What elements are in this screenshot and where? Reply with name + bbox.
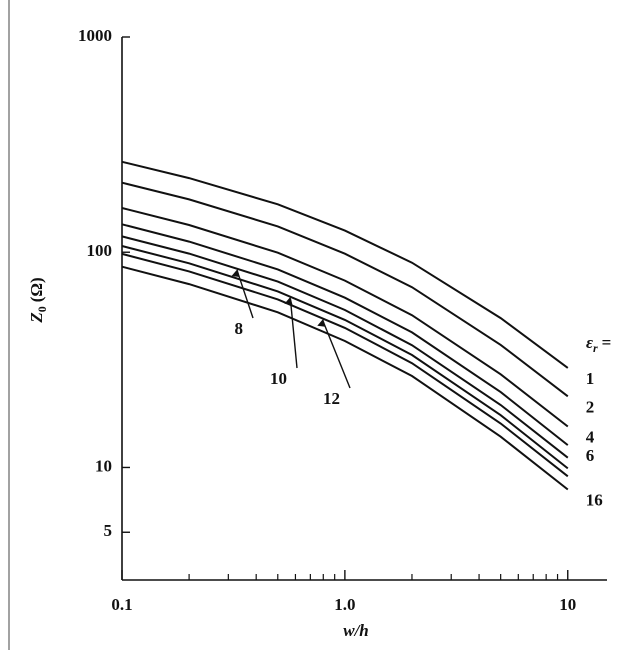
y-tick-label: 10 [95, 456, 112, 475]
curve [121, 245, 569, 470]
arrow-head [231, 268, 240, 277]
y-label-subscript: 0 [35, 306, 49, 312]
series-label: 1 [586, 369, 595, 388]
curve [121, 181, 569, 398]
callout-arrow [322, 321, 351, 389]
curve [121, 235, 569, 459]
y-tick-label: 1000 [78, 26, 112, 45]
curve [121, 223, 569, 446]
y-label-symbol: Z [27, 312, 46, 323]
series-label: 8 [235, 319, 244, 338]
series-label: 12 [323, 389, 340, 408]
callout-arrow [289, 299, 298, 369]
series-label: 2 [586, 397, 595, 416]
curve [121, 265, 569, 491]
series-label: 10 [270, 369, 287, 388]
x-tick-label: 1.0 [334, 595, 355, 614]
y-label-unit: (Ω) [27, 277, 46, 302]
arrow-head [317, 318, 326, 327]
series-label: 4 [586, 427, 595, 446]
x-tick-label: 0.1 [111, 595, 132, 614]
y-tick-label: 100 [87, 241, 113, 260]
legend-title: εr = [586, 333, 611, 355]
series-label: 6 [586, 446, 595, 465]
y-axis-label: Z0 (Ω) [27, 277, 49, 323]
curve [121, 207, 569, 428]
series-label: 16 [586, 490, 603, 509]
curve [121, 252, 569, 478]
y-tick-label: 5 [104, 521, 113, 540]
x-axis-label: w/h [343, 621, 369, 640]
legend-symbol: ε [586, 333, 593, 352]
curve [121, 160, 569, 369]
legend-subscript: r [593, 341, 598, 355]
x-tick-label: 10 [559, 595, 576, 614]
legend-suffix: = [602, 333, 612, 352]
